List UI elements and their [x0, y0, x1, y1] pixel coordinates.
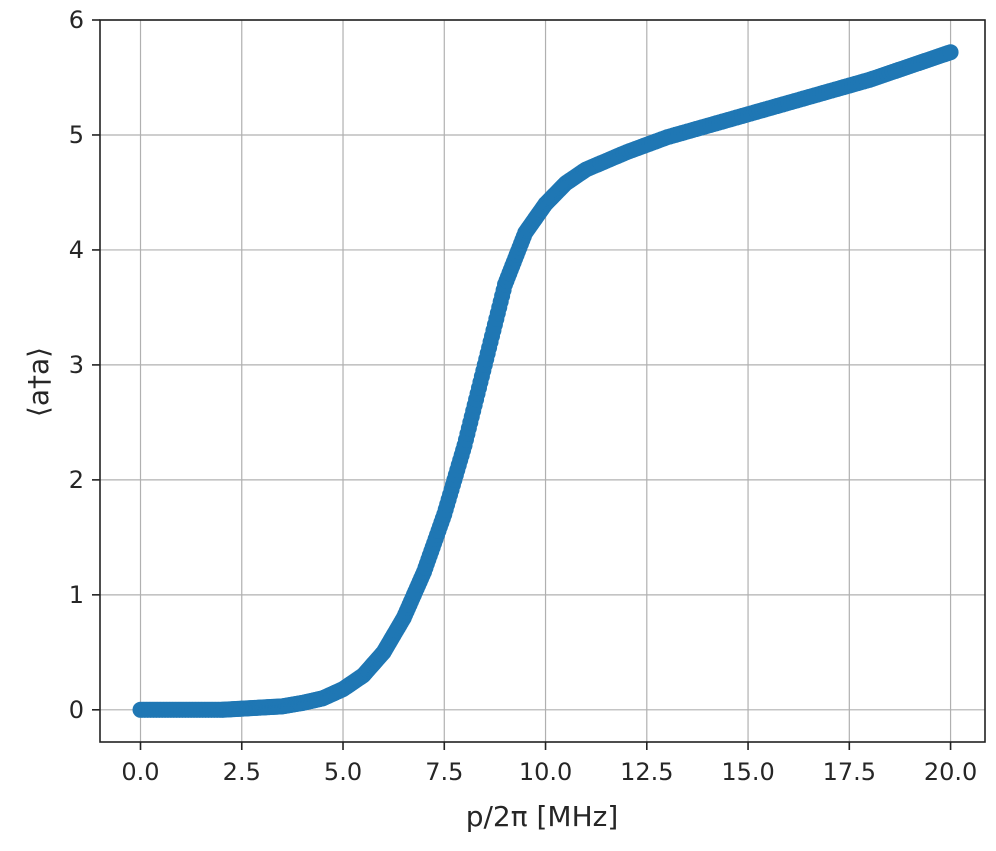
- plot-frame: [99, 19, 986, 743]
- y-tick-labels: 0 1 2 3 4 5 6: [69, 6, 84, 724]
- y-axis-label: ⟨a†a⟩: [22, 347, 55, 417]
- data-point: [942, 44, 959, 61]
- x-tick-label: 2.5: [223, 758, 261, 786]
- y-tick-label: 1: [69, 581, 84, 609]
- y-tick-label: 3: [69, 351, 84, 379]
- ticks: [92, 19, 952, 750]
- y-tick-label: 2: [69, 466, 84, 494]
- x-tick-labels: 0.0 2.5 5.0 7.5 10.0 12.5 15.0 17.5 20.0: [121, 758, 977, 786]
- y-tick-label: 6: [69, 6, 84, 34]
- x-tick-label: 12.5: [620, 758, 673, 786]
- x-tick-label: 10.0: [519, 758, 572, 786]
- data-points: [132, 44, 959, 718]
- x-tick-label: 15.0: [721, 758, 774, 786]
- plot-background: [100, 20, 985, 742]
- x-tick-label: 0.0: [121, 758, 159, 786]
- x-axis-label: p/2π [MHz]: [466, 800, 619, 833]
- x-tick-label: 7.5: [425, 758, 463, 786]
- x-tick-label: 20.0: [924, 758, 977, 786]
- x-tick-label: 17.5: [823, 758, 876, 786]
- y-tick-label: 5: [69, 121, 84, 149]
- x-tick-label: 5.0: [324, 758, 362, 786]
- y-tick-label: 0: [69, 696, 84, 724]
- y-tick-label: 4: [69, 236, 84, 264]
